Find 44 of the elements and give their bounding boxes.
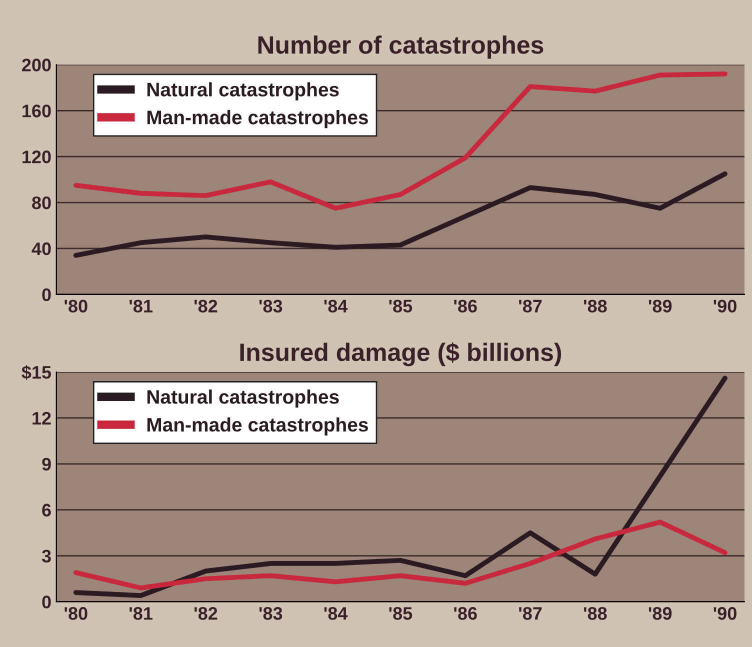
x-tick-label: '81 xyxy=(130,607,152,620)
x-tick-label: '86 xyxy=(454,607,477,620)
line-series xyxy=(73,71,728,211)
line-series xyxy=(73,520,728,590)
x-tick-label: '80 xyxy=(64,300,88,313)
y-tick-label: 200 xyxy=(22,58,51,72)
y-tick-label: 0 xyxy=(42,596,51,608)
y-tick-label: $15 xyxy=(22,365,52,380)
x-tick-label: '88 xyxy=(584,607,607,620)
x-tick-label: '85 xyxy=(389,607,412,620)
y-tick-label: 9 xyxy=(42,458,51,471)
y-tick-label: 3 xyxy=(42,550,51,563)
x-tick-label: '89 xyxy=(648,300,672,313)
x-tick-label: '89 xyxy=(648,607,672,620)
y-tick-label: 120 xyxy=(22,150,51,164)
legend-label: Man-made catastrophes xyxy=(147,417,368,436)
y-tick-label: 80 xyxy=(32,196,51,210)
legend-label: Natural catastrophes xyxy=(147,390,339,408)
x-tick-label: '81 xyxy=(130,300,152,313)
y-tick-label: 12 xyxy=(32,412,51,425)
x-tick-label: '83 xyxy=(259,300,282,313)
y-tick-label: 40 xyxy=(32,242,51,256)
x-tick-label: '90 xyxy=(714,607,736,620)
x-tick-label: '82 xyxy=(194,300,218,313)
y-tick-label: 0 xyxy=(42,288,51,302)
legend-label: Natural catastrophes xyxy=(147,82,339,100)
x-tick-label: '80 xyxy=(64,607,88,620)
x-tick-label: '82 xyxy=(194,607,218,620)
x-tick-label: '90 xyxy=(714,300,736,313)
x-tick-label: '84 xyxy=(324,607,348,620)
line-series xyxy=(73,376,728,598)
x-tick-label: '85 xyxy=(389,300,412,313)
x-tick-label: '83 xyxy=(259,607,282,620)
line-series xyxy=(73,171,728,258)
y-tick-label: 6 xyxy=(42,504,51,517)
chart-title: Insured damage ($ billions) xyxy=(240,342,562,366)
legend-label: Man-made catastrophes xyxy=(147,110,368,128)
x-tick-label: '84 xyxy=(324,300,348,313)
y-tick-label: 160 xyxy=(22,104,51,118)
x-tick-label: '86 xyxy=(454,300,477,313)
x-tick-label: '87 xyxy=(519,300,542,313)
chart-title: Number of catastrophes xyxy=(258,35,544,59)
x-tick-label: '87 xyxy=(519,607,542,620)
x-tick-label: '88 xyxy=(584,300,607,313)
